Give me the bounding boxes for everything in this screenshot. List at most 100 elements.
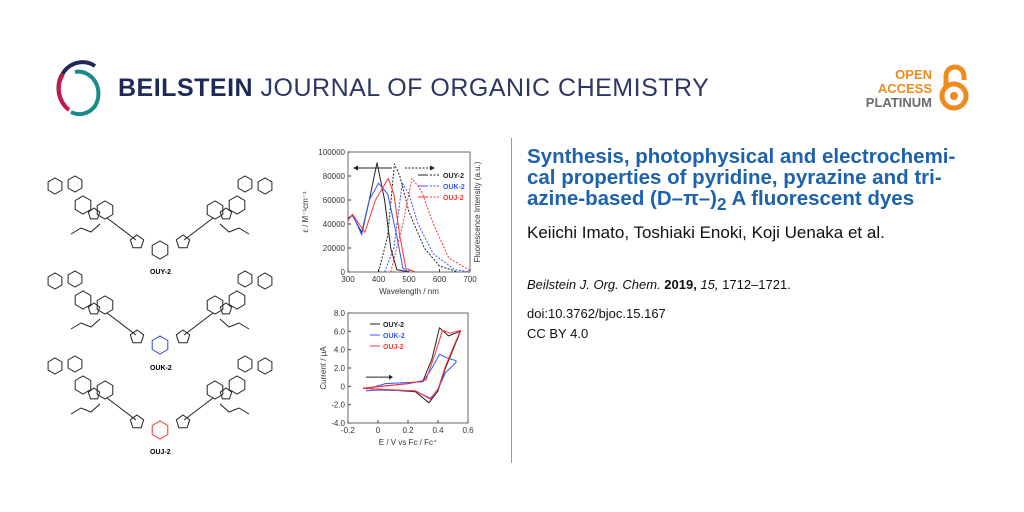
- carbazole-ring: [96, 200, 114, 220]
- x-tick-label: 600: [433, 275, 447, 284]
- thiophene-ring: [175, 234, 191, 249]
- carbazole-ring: [74, 290, 92, 310]
- cv-line-OUY-2: [362, 327, 461, 404]
- carbazole-ring: [228, 195, 246, 215]
- central-ring: [151, 240, 169, 260]
- phenyl-ring: [47, 357, 63, 375]
- title-subscript: 2: [717, 195, 727, 215]
- license[interactable]: CC BY 4.0: [527, 326, 589, 341]
- bond: [106, 217, 137, 241]
- butyl-chain: [219, 403, 250, 415]
- x-axis-label: Wavelength / nm: [379, 287, 439, 296]
- phenyl-ring: [47, 177, 63, 195]
- divider: [511, 138, 512, 463]
- absorption-line-OUJ-2: [347, 177, 416, 273]
- fluorescence-line-OUJ-2: [390, 177, 471, 273]
- x-tick-label: 0.2: [402, 426, 414, 435]
- molecule-label-ouj2: OUJ-2: [150, 449, 171, 456]
- phenyl-ring: [67, 355, 83, 373]
- fluorescence-line-OUY-2: [378, 163, 458, 273]
- x-tick-label: 0.6: [462, 426, 474, 435]
- x-tick-label: 500: [402, 275, 416, 284]
- butyl-chain: [70, 318, 101, 330]
- butyl-chain: [219, 318, 250, 330]
- thiophene-ring: [129, 414, 145, 429]
- carbazole-ring: [87, 207, 101, 220]
- y-axis-label: Current / μA: [319, 346, 328, 390]
- bond: [183, 217, 214, 241]
- legend-label: OUY-2: [383, 322, 404, 329]
- carbazole-ring: [74, 195, 92, 215]
- doi-link[interactable]: doi:10.3762/bjoc.15.167: [527, 306, 666, 321]
- y-axis-label: ε / M⁻¹cm⁻¹: [301, 191, 310, 233]
- phenyl-ring: [237, 270, 253, 288]
- x-tick-label: -0.2: [341, 426, 355, 435]
- carbazole-ring: [219, 387, 233, 400]
- article-title[interactable]: Synthesis, photophysical and electrochem…: [527, 146, 967, 215]
- phenyl-ring: [67, 270, 83, 288]
- y-tick-label: 100000: [318, 148, 345, 157]
- thiophene-ring: [129, 234, 145, 249]
- carbazole-ring: [87, 302, 101, 315]
- thiophene-ring: [175, 329, 191, 344]
- molecule-label-ouk2: OUK-2: [150, 365, 172, 372]
- y-tick-label: 40000: [323, 220, 346, 229]
- phenyl-ring: [237, 175, 253, 193]
- butyl-chain: [219, 223, 250, 235]
- x-axis-label: E / V vs Fc / Fc⁺: [379, 438, 437, 447]
- open-lock-icon: [939, 64, 969, 111]
- y-tick-label: 0: [341, 268, 346, 277]
- left-arrowhead: [353, 165, 358, 171]
- thiophene-ring: [175, 414, 191, 429]
- x-tick-label: 0: [376, 426, 381, 435]
- citation-volume: 15,: [700, 277, 719, 292]
- fluorescence-line-OUK-2: [384, 182, 471, 273]
- x-tick-label: 300: [341, 275, 355, 284]
- carbazole-ring: [219, 207, 233, 220]
- legend-label: OUK-2: [443, 184, 465, 191]
- y-tick-label: 4.0: [334, 346, 346, 355]
- carbazole-ring: [96, 295, 114, 315]
- x-tick-label: 0.4: [432, 426, 444, 435]
- y-tick-label: 0: [341, 382, 346, 391]
- central-ring: [151, 420, 169, 440]
- phenyl-ring: [47, 272, 63, 290]
- thiophene-ring: [129, 329, 145, 344]
- carbazole-ring: [206, 295, 224, 315]
- open-label: OPEN: [895, 67, 932, 82]
- molecule-label-ouy2: OUY-2: [150, 269, 171, 276]
- y-tick-label: 80000: [323, 172, 346, 181]
- carbazole-ring: [228, 290, 246, 310]
- citation-journal: Beilstein J. Org. Chem.: [527, 277, 661, 292]
- absorption-line-OUK-2: [347, 182, 410, 273]
- carbazole-ring: [87, 387, 101, 400]
- y-tick-label: 2.0: [334, 364, 346, 373]
- phenyl-ring: [257, 177, 273, 195]
- molecular-structures-diagram: OUY-2 OUK-2 OUJ-2: [47, 175, 273, 456]
- y-tick-label: 8.0: [334, 309, 346, 318]
- carbazole-ring: [228, 375, 246, 395]
- platinum-label: PLATINUM: [865, 95, 932, 110]
- title-end-text: A fluorescent dyes: [731, 187, 915, 210]
- right-arrowhead: [430, 165, 435, 171]
- carbazole-ring: [206, 200, 224, 220]
- legend-label: OUK-2: [383, 333, 405, 340]
- citation: Beilstein J. Org. Chem. 2019, 15, 1712–1…: [527, 277, 791, 292]
- phenyl-ring: [257, 357, 273, 375]
- y-tick-label: 6.0: [334, 327, 346, 336]
- carbazole-ring: [74, 375, 92, 395]
- carbazole-ring: [96, 380, 114, 400]
- legend-label: OUJ-2: [383, 344, 404, 351]
- carbazole-ring: [206, 380, 224, 400]
- butyl-chain: [70, 403, 101, 415]
- y-tick-label: -4.0: [331, 419, 345, 428]
- journal-name-rest: JOURNAL OF ORGANIC CHEMISTRY: [253, 74, 710, 102]
- x-tick-label: 400: [372, 275, 386, 284]
- phenyl-ring: [257, 272, 273, 290]
- bond: [106, 312, 137, 336]
- absorption-line-OUY-2: [347, 162, 410, 273]
- carbazole-ring: [219, 302, 233, 315]
- bond: [106, 397, 137, 421]
- butyl-chain: [70, 223, 101, 235]
- y-tick-label: -2.0: [331, 401, 345, 410]
